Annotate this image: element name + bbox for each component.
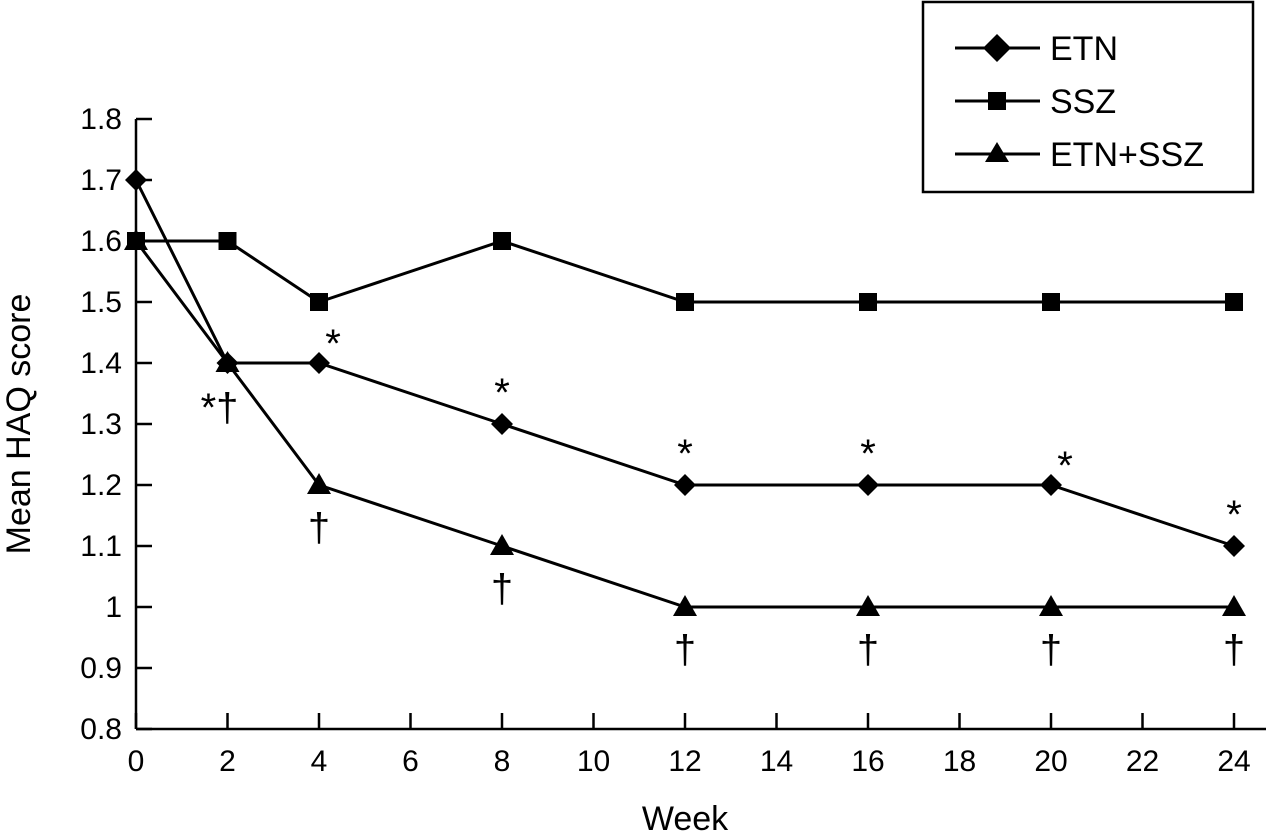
data-point-triangle (856, 595, 880, 616)
data-point-triangle (307, 473, 331, 494)
data-point-square (859, 293, 877, 311)
series-line (136, 239, 1234, 304)
data-point-square (218, 232, 237, 250)
axes: 0.80.911.11.21.31.41.51.61.71.80 2 4 6 8 10 12… (80, 103, 1266, 778)
significance-annotation: * (494, 371, 510, 415)
y-tick-label: 0.8 (80, 713, 122, 746)
y-tick-label: 1.7 (80, 164, 122, 197)
significance-annotation: † (491, 567, 513, 611)
data-point-square (310, 293, 328, 311)
data-point-triangle (1039, 595, 1063, 616)
significance-annotation: * (325, 322, 341, 366)
x-tick-label: 6 (402, 745, 419, 778)
data-point-triangle (1222, 595, 1246, 616)
legend: ETN SSZ ETN+SSZ (921, 0, 1255, 194)
y-tick-label: 1.5 (80, 286, 122, 319)
data-point-triangle (215, 351, 240, 372)
data-point-diamond (491, 413, 513, 435)
significance-annotation: *† (201, 386, 239, 430)
x-tick-label: 22 (1126, 745, 1159, 778)
legend-box (921, 0, 1255, 194)
legend-item-etn-ssz: ETN+SSZ (955, 136, 1204, 174)
x-tick-label: 14 (760, 745, 793, 778)
significance-annotation: * (1226, 493, 1242, 537)
x-tick-label: 8 (494, 745, 511, 778)
x-tick-label: 16 (851, 745, 884, 778)
data-point-diamond (857, 474, 879, 496)
y-tick-label: 1.6 (80, 225, 122, 258)
data-point-square (676, 293, 694, 311)
series-line (134, 240, 1234, 609)
data-point-diamond (308, 352, 330, 374)
x-tick-label: 10 (577, 745, 610, 778)
data-point-square (493, 232, 511, 250)
x-tick-label: 4 (311, 745, 328, 778)
legend-item-ssz: SSZ (955, 83, 1116, 121)
y-tick-label: 1.3 (80, 408, 122, 441)
data-point-square (1225, 293, 1243, 311)
data-point-diamond (1223, 535, 1245, 557)
x-axis-title: Week (642, 800, 729, 834)
y-tick-label: 1.4 (80, 347, 122, 380)
legend-label-etn-ssz: ETN+SSZ (1050, 136, 1204, 174)
data-point-diamond (1040, 474, 1062, 496)
annotation-layer: *†*** * **††† † † † (201, 322, 1246, 672)
data-point-square (1042, 293, 1060, 311)
legend-item-etn: ETN (955, 30, 1118, 68)
data-point-triangle (673, 595, 697, 616)
significance-annotation: † (1223, 628, 1245, 672)
data-point-triangle (124, 229, 148, 250)
x-tick-label: 18 (943, 745, 976, 778)
series-layer (124, 169, 1246, 616)
series-etn-ssz (124, 229, 1246, 616)
data-point-diamond (125, 169, 147, 191)
significance-annotation: * (860, 432, 876, 476)
legend-label-ssz: SSZ (1050, 83, 1116, 121)
square-marker-icon (988, 92, 1006, 110)
significance-annotation: † (857, 628, 879, 672)
y-tick-label: 1.1 (80, 530, 122, 563)
x-tick-label: 0 (128, 745, 145, 778)
x-tick-label: 20 (1034, 745, 1067, 778)
significance-annotation: * (1057, 444, 1073, 488)
series-etn (125, 169, 1245, 557)
data-point-triangle (490, 534, 514, 555)
y-tick-label: 0.9 (80, 652, 122, 685)
x-tick-label: 2 (219, 745, 236, 778)
significance-annotation: † (1040, 628, 1062, 672)
series-line (134, 179, 1235, 548)
x-tick-label: 24 (1217, 745, 1250, 778)
significance-annotation: † (674, 628, 696, 672)
diamond-marker-icon (983, 34, 1011, 62)
y-tick-label: 1.8 (80, 103, 122, 136)
data-point-diamond (674, 474, 696, 496)
x-tick-label: 12 (668, 745, 701, 778)
legend-label-etn: ETN (1050, 30, 1118, 68)
significance-annotation: * (677, 432, 693, 476)
series-ssz (127, 232, 1243, 311)
y-tick-label: 1.2 (80, 469, 122, 502)
significance-annotation: † (308, 506, 330, 550)
y-axis-title: Mean HAQ score (0, 294, 38, 555)
triangle-marker-icon (985, 142, 1009, 162)
y-tick-label: 1 (105, 591, 122, 624)
